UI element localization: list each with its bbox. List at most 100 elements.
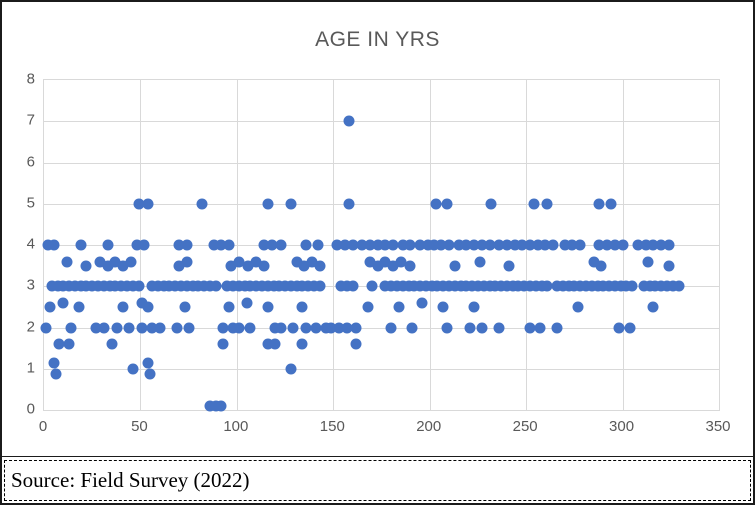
data-point bbox=[163, 280, 175, 292]
data-point bbox=[624, 322, 636, 333]
data-point bbox=[50, 368, 62, 380]
data-point bbox=[404, 239, 416, 251]
data-point bbox=[262, 301, 274, 313]
data-point bbox=[183, 322, 195, 333]
data-point bbox=[673, 280, 684, 292]
data-point bbox=[541, 280, 553, 292]
data-point bbox=[539, 239, 551, 251]
data-point bbox=[42, 239, 54, 251]
data-point bbox=[258, 260, 270, 272]
data-point bbox=[343, 115, 355, 127]
data-point bbox=[244, 280, 256, 292]
data-point bbox=[102, 260, 114, 272]
data-point bbox=[73, 301, 85, 313]
data-point bbox=[366, 280, 378, 292]
data-point bbox=[478, 280, 490, 292]
data-point bbox=[372, 260, 384, 272]
data-point bbox=[241, 297, 252, 309]
data-point bbox=[503, 260, 515, 272]
data-point bbox=[63, 280, 75, 292]
y-tick-label: 0 bbox=[26, 400, 35, 418]
data-point bbox=[121, 280, 133, 292]
data-point bbox=[387, 260, 399, 272]
data-point bbox=[414, 239, 426, 251]
y-tick-label: 8 bbox=[26, 70, 35, 88]
data-point bbox=[362, 301, 374, 313]
data-point bbox=[269, 338, 281, 350]
data-point bbox=[414, 280, 426, 292]
data-point bbox=[397, 239, 409, 251]
data-point bbox=[325, 322, 337, 333]
gridline bbox=[44, 121, 719, 123]
data-point bbox=[98, 280, 110, 292]
data-point bbox=[484, 239, 495, 251]
data-point bbox=[472, 280, 484, 292]
data-point bbox=[298, 260, 310, 272]
data-point bbox=[285, 280, 297, 292]
y-tick-label: 4 bbox=[26, 235, 35, 253]
data-point bbox=[464, 322, 476, 333]
data-point bbox=[435, 239, 447, 251]
data-point bbox=[320, 322, 332, 333]
data-point bbox=[173, 260, 185, 272]
data-point bbox=[397, 280, 409, 292]
data-point bbox=[516, 239, 528, 251]
data-point bbox=[217, 338, 229, 350]
data-point bbox=[181, 239, 193, 251]
data-point bbox=[647, 239, 659, 251]
data-point bbox=[385, 322, 397, 333]
data-point bbox=[408, 280, 420, 292]
data-point bbox=[343, 198, 355, 210]
data-point bbox=[158, 280, 170, 292]
y-tick-label: 6 bbox=[26, 153, 35, 170]
data-point bbox=[566, 239, 578, 251]
data-point bbox=[80, 260, 92, 272]
data-point bbox=[580, 280, 592, 292]
data-point bbox=[661, 280, 673, 292]
data-point bbox=[404, 260, 416, 272]
data-point bbox=[275, 239, 287, 251]
data-point bbox=[541, 198, 553, 210]
data-point bbox=[285, 198, 297, 210]
data-point bbox=[233, 322, 245, 333]
data-point bbox=[233, 280, 245, 292]
data-point bbox=[61, 256, 73, 267]
data-point bbox=[601, 239, 613, 251]
data-point bbox=[588, 256, 600, 267]
data-point bbox=[127, 363, 139, 375]
data-point bbox=[426, 280, 438, 292]
data-point bbox=[46, 280, 58, 292]
data-point bbox=[563, 280, 575, 292]
data-point bbox=[109, 256, 121, 267]
data-point bbox=[395, 256, 407, 267]
data-point bbox=[364, 256, 376, 267]
data-point bbox=[227, 280, 239, 292]
gridline bbox=[44, 368, 719, 370]
x-tick-label: 0 bbox=[38, 418, 48, 435]
data-point bbox=[287, 322, 299, 333]
data-point bbox=[640, 239, 652, 251]
data-point bbox=[574, 239, 586, 251]
data-point bbox=[53, 338, 65, 350]
data-point bbox=[152, 280, 164, 292]
data-point bbox=[416, 297, 428, 309]
data-point bbox=[173, 239, 185, 251]
data-point bbox=[296, 280, 308, 292]
data-point bbox=[144, 368, 156, 380]
data-point bbox=[524, 239, 536, 251]
data-point bbox=[175, 280, 187, 292]
data-point bbox=[296, 301, 308, 313]
data-point bbox=[393, 301, 405, 313]
data-point bbox=[133, 198, 144, 210]
data-point bbox=[663, 260, 675, 272]
data-point bbox=[223, 301, 235, 313]
data-point bbox=[146, 322, 158, 333]
data-point bbox=[532, 239, 544, 251]
data-point bbox=[341, 322, 353, 333]
data-point bbox=[595, 260, 607, 272]
data-point bbox=[474, 256, 486, 267]
data-point bbox=[557, 280, 569, 292]
data-point bbox=[210, 280, 222, 292]
data-point bbox=[512, 280, 524, 292]
